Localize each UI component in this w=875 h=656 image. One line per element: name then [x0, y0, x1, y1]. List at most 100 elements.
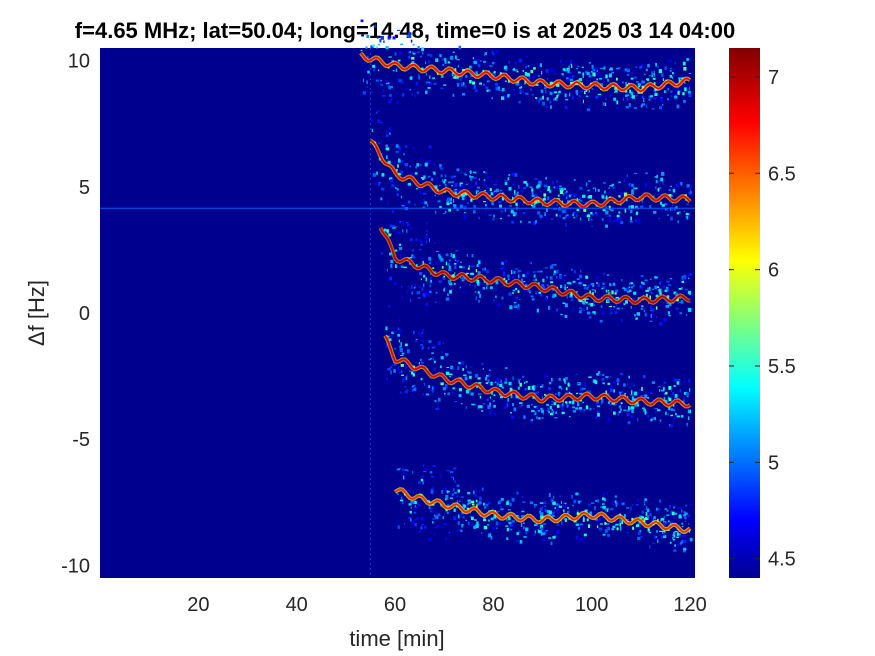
- trace-speckle: [635, 211, 639, 215]
- trace-speckle: [397, 334, 400, 337]
- trace-speckle: [643, 499, 646, 504]
- trace-speckle: [437, 341, 441, 345]
- trace-speckle: [544, 212, 546, 215]
- trace-speckle: [567, 68, 570, 73]
- trace-speckle: [566, 403, 569, 406]
- trace-speckle: [437, 397, 441, 402]
- trace-speckle: [667, 88, 669, 91]
- trace-speckle: [500, 505, 502, 509]
- trace-speckle: [445, 355, 448, 357]
- trace-speckle: [506, 528, 509, 532]
- trace-speckle: [542, 95, 544, 100]
- trace-speckle: [390, 233, 392, 235]
- trace-speckle: [396, 468, 400, 471]
- trace-speckle: [625, 94, 630, 96]
- trace-speckle: [394, 161, 397, 165]
- trace-speckle: [681, 77, 684, 80]
- trace-speckle: [491, 50, 494, 55]
- trace-speckle: [458, 189, 460, 193]
- trace-speckle: [582, 401, 585, 403]
- trace-speckle: [431, 475, 434, 478]
- trace-speckle: [513, 301, 517, 304]
- trace-speckle: [432, 386, 434, 390]
- trace-speckle: [605, 98, 607, 100]
- trace-speckle: [650, 310, 653, 312]
- trace-speckle: [460, 511, 465, 515]
- trace-speckle: [581, 301, 585, 304]
- trace-speckle: [688, 213, 690, 215]
- trace-speckle: [659, 389, 661, 392]
- trace-speckle: [647, 290, 649, 292]
- trace-speckle: [400, 265, 404, 268]
- trace-speckle: [550, 218, 554, 220]
- trace-speckle: [490, 192, 494, 196]
- trace-speckle: [630, 91, 634, 96]
- spectral-traces: [359, 19, 693, 553]
- trace-speckle: [399, 331, 401, 335]
- trace-speckle: [409, 89, 412, 91]
- trace-speckle: [470, 198, 473, 202]
- trace-speckle: [550, 265, 554, 269]
- trace-speckle: [570, 380, 572, 382]
- trace-speckle: [609, 283, 612, 287]
- trace-speckle: [417, 46, 420, 49]
- trace-speckle: [682, 278, 685, 281]
- trace-speckle: [628, 406, 630, 410]
- trace-speckle: [616, 378, 620, 383]
- trace-speckle: [520, 87, 523, 89]
- trace-speckle: [632, 398, 636, 401]
- trace-speckle: [682, 549, 686, 553]
- trace-speckle: [672, 404, 675, 407]
- trace-speckle: [446, 367, 449, 368]
- trace-speckle: [398, 148, 402, 152]
- trace-speckle: [554, 72, 556, 75]
- trace-speckle: [458, 394, 462, 397]
- trace-speckle: [673, 534, 676, 538]
- trace-speckle: [667, 288, 670, 292]
- trace-speckle: [669, 69, 672, 72]
- trace-speckle: [555, 411, 557, 414]
- trace-speckle: [400, 364, 404, 367]
- trace-speckle: [421, 345, 424, 349]
- trace-speckle: [439, 206, 442, 209]
- trace-speckle: [543, 501, 547, 505]
- trace-speckle: [446, 200, 449, 204]
- trace-speckle: [550, 105, 552, 109]
- trace-speckle: [457, 514, 460, 519]
- trace-speckle: [563, 509, 565, 513]
- trace-speckle: [413, 51, 417, 53]
- trace-speckle: [565, 401, 568, 404]
- trace-speckle: [460, 193, 463, 197]
- trace-speckle: [461, 82, 464, 87]
- trace-speckle: [440, 365, 442, 369]
- trace-speckle: [488, 373, 491, 377]
- trace-speckle: [588, 390, 592, 395]
- trace-speckle: [617, 67, 621, 70]
- trace-speckle: [420, 344, 423, 346]
- trace-speckle: [593, 303, 596, 306]
- trace-speckle: [419, 55, 422, 58]
- trace-speckle: [511, 172, 515, 176]
- trace-speckle: [485, 382, 489, 384]
- trace-speckle: [467, 499, 471, 503]
- trace-speckle: [521, 190, 523, 194]
- trace-speckle: [452, 93, 455, 97]
- trace-speckle: [496, 303, 500, 307]
- trace-speckle: [465, 519, 467, 521]
- trace-speckle: [486, 176, 490, 180]
- trace-speckle: [459, 286, 462, 289]
- trace-speckle: [689, 409, 691, 414]
- trace-speckle: [488, 89, 491, 92]
- trace-speckle: [592, 379, 597, 383]
- trace-speckle: [564, 209, 567, 213]
- trace-speckle: [439, 255, 442, 259]
- trace-speckle: [389, 94, 392, 97]
- trace-speckle: [685, 504, 688, 507]
- trace-speckle: [689, 188, 691, 192]
- trace-speckle: [588, 74, 592, 78]
- trace-speckle: [440, 258, 444, 262]
- trace-speckle: [558, 377, 561, 381]
- trace-speckle: [611, 183, 614, 187]
- trace-speckle: [445, 297, 450, 301]
